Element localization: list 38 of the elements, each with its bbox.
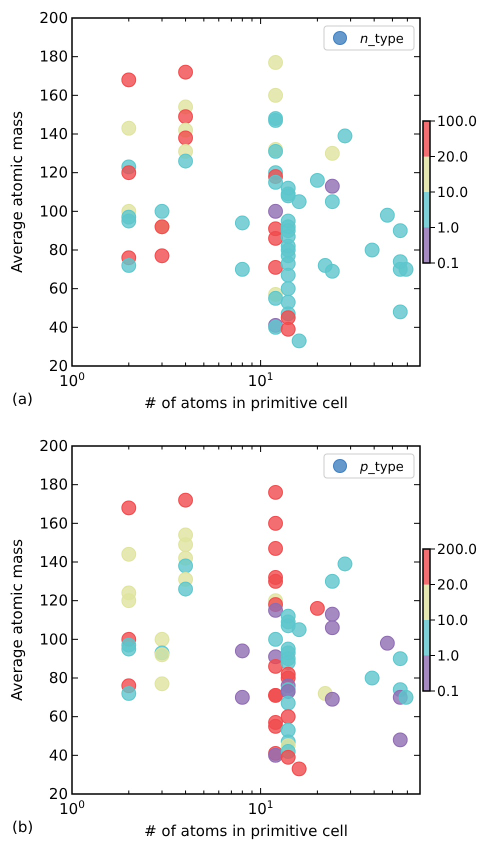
y-tick-label: 140 (39, 125, 68, 143)
y-tick-label: 100 (39, 630, 68, 648)
y-tick-label: 100 (39, 202, 68, 220)
x-tick-label: 10$^{1}$ (248, 371, 274, 390)
y-tick-label: 200 (39, 9, 68, 27)
y-tick-label: 160 (39, 514, 68, 532)
text: 1.0 (437, 648, 460, 664)
text: 20.0 (437, 578, 468, 594)
y-tick-label: 200 (39, 437, 68, 455)
y-tick-label: 180 (39, 48, 68, 66)
text: 20.0 (437, 150, 468, 166)
text: 200.0 (437, 542, 478, 558)
y-axis-title: Average atomic mass (8, 538, 26, 701)
text: (a) (12, 390, 33, 408)
x-tick-label: 10$^{1}$ (248, 799, 274, 818)
text: (b) (12, 818, 34, 836)
y-tick-label: 40 (48, 746, 68, 764)
text: 0.1 (437, 684, 460, 700)
legend: n_type (324, 26, 414, 50)
y-tick-label: 60 (48, 708, 68, 726)
y-tick-label: 120 (39, 592, 68, 610)
x-axis-title: # of atoms in primitive cell (144, 394, 348, 412)
y-tick-label: 140 (39, 553, 68, 571)
legend: p_type (324, 454, 414, 478)
text: 100.0 (437, 114, 478, 130)
x-axis-title: # of atoms in primitive cell (144, 822, 348, 840)
y-tick-label: 80 (48, 241, 68, 259)
text: 10.0 (437, 185, 468, 201)
text: 10.0 (437, 613, 468, 629)
y-tick-label: 40 (48, 318, 68, 336)
text: 0.1 (437, 256, 460, 272)
text: 1.0 (437, 220, 460, 236)
y-tick-label: 80 (48, 669, 68, 687)
y-tick-label: 60 (48, 280, 68, 298)
y-tick-label: 160 (39, 86, 68, 104)
y-axis-title: Average atomic mass (8, 110, 26, 273)
y-tick-label: 180 (39, 476, 68, 494)
y-tick-label: 120 (39, 164, 68, 182)
